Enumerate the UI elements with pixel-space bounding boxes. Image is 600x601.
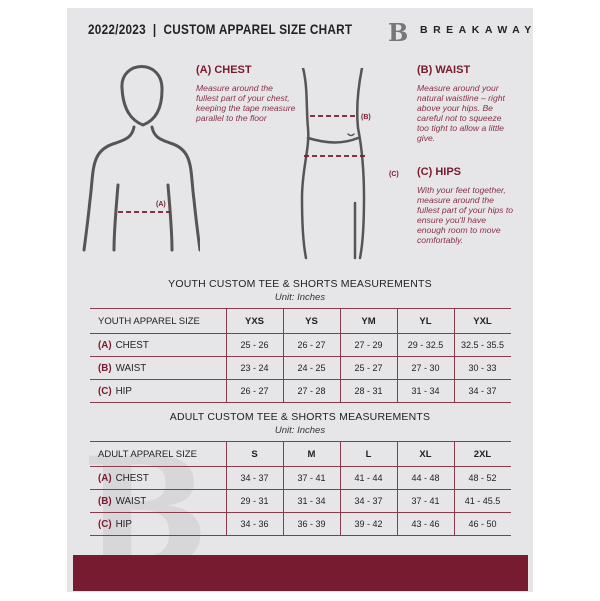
cell: 27 - 28 bbox=[282, 379, 341, 403]
cell: 41 - 45.5 bbox=[453, 489, 511, 513]
header-label: YOUTH APPAREL SIZE bbox=[90, 308, 227, 334]
size-header: L bbox=[339, 441, 398, 467]
row-name: HIP bbox=[115, 518, 132, 530]
table-row: (A) CHEST 34 - 37 37 - 41 41 - 44 44 - 48 48 … bbox=[90, 466, 511, 490]
cell: 26 - 27 bbox=[282, 333, 341, 357]
cell: 27 - 30 bbox=[396, 356, 455, 380]
youth-table-title: YOUTH CUSTOM TEE & SHORTS MEASUREMENTS bbox=[168, 278, 432, 290]
adult-size-table: ADULT APPAREL SIZE S M L XL 2XL (A) CHEST… bbox=[90, 441, 511, 536]
chest-marker: (A) bbox=[156, 201, 166, 208]
size-header: M bbox=[282, 441, 341, 467]
row-name: WAIST bbox=[115, 495, 147, 507]
row-name: WAIST bbox=[115, 362, 147, 374]
upper-body-illustration bbox=[82, 65, 200, 252]
lower-body-illustration bbox=[300, 68, 366, 260]
cell: 34 - 37 bbox=[339, 489, 398, 513]
cell: 25 - 27 bbox=[339, 356, 398, 380]
size-header: S bbox=[225, 441, 284, 467]
cell: 34 - 37 bbox=[453, 379, 511, 403]
page-title: 2022/2023 | CUSTOM APPAREL SIZE CHART bbox=[88, 21, 353, 37]
footer-band bbox=[73, 555, 528, 591]
size-header: YM bbox=[339, 308, 398, 334]
cell: 29 - 31 bbox=[225, 489, 284, 513]
cell: 31 - 34 bbox=[396, 379, 455, 403]
waist-heading: (B) WAIST bbox=[417, 64, 471, 76]
cell: 44 - 48 bbox=[396, 466, 455, 490]
row-label: (B) WAIST bbox=[90, 489, 227, 513]
cell: 34 - 37 bbox=[225, 466, 284, 490]
table-row: (C) HIP 34 - 36 36 - 39 39 - 42 43 - 46 46 - … bbox=[90, 512, 511, 536]
cell: 39 - 42 bbox=[339, 512, 398, 536]
adult-unit: Unit: Inches bbox=[274, 425, 326, 436]
cell: 46 - 50 bbox=[453, 512, 511, 536]
size-header: YS bbox=[282, 308, 341, 334]
cell: 28 - 31 bbox=[339, 379, 398, 403]
table-header-row: YOUTH APPAREL SIZE YXS YS YM YL YXL bbox=[90, 308, 511, 334]
cell: 27 - 29 bbox=[339, 333, 398, 357]
size-header: 2XL bbox=[453, 441, 511, 467]
table-row: (B) WAIST 23 - 24 24 - 25 25 - 27 27 - 30 30 … bbox=[90, 356, 511, 380]
row-code: (C) bbox=[98, 385, 112, 397]
cell: 37 - 41 bbox=[282, 466, 341, 490]
cell: 24 - 25 bbox=[282, 356, 341, 380]
size-header: XL bbox=[396, 441, 455, 467]
cell: 25 - 26 bbox=[225, 333, 284, 357]
size-header: YL bbox=[396, 308, 455, 334]
brand-name: BREAKAWAY bbox=[420, 24, 537, 36]
row-code: (A) bbox=[98, 339, 112, 351]
chest-description: Measure around the fullest part of your … bbox=[196, 83, 296, 123]
size-header: YXL bbox=[453, 308, 511, 334]
cell: 23 - 24 bbox=[225, 356, 284, 380]
row-label: (B) WAIST bbox=[90, 356, 227, 380]
table-header-row: ADULT APPAREL SIZE S M L XL 2XL bbox=[90, 441, 511, 467]
size-header: YXS bbox=[225, 308, 284, 334]
youth-size-table: YOUTH APPAREL SIZE YXS YS YM YL YXL (A) C… bbox=[90, 308, 511, 403]
row-code: (B) bbox=[98, 362, 112, 374]
youth-unit: Unit: Inches bbox=[274, 292, 326, 303]
row-label: (A) CHEST bbox=[90, 466, 227, 490]
table-row: (C) HIP 26 - 27 27 - 28 28 - 31 31 - 34 34 - … bbox=[90, 379, 511, 403]
waist-description: Measure around your natural waistline – … bbox=[417, 83, 505, 143]
row-label: (A) CHEST bbox=[90, 333, 227, 357]
row-name: CHEST bbox=[115, 472, 149, 484]
row-name: HIP bbox=[115, 385, 132, 397]
chest-heading: (A) CHEST bbox=[196, 64, 252, 76]
adult-table-title: ADULT CUSTOM TEE & SHORTS MEASUREMENTS bbox=[169, 411, 431, 423]
cell: 36 - 39 bbox=[282, 512, 341, 536]
hips-description: With your feet together, measure around … bbox=[417, 185, 514, 245]
cell: 37 - 41 bbox=[396, 489, 455, 513]
row-label: (C) HIP bbox=[90, 379, 227, 403]
header-label: ADULT APPAREL SIZE bbox=[90, 441, 227, 467]
cell: 32.5 - 35.5 bbox=[453, 333, 511, 357]
cell: 48 - 52 bbox=[453, 466, 511, 490]
cell: 31 - 34 bbox=[282, 489, 341, 513]
hips-marker: (C) bbox=[389, 171, 399, 178]
table-row: (A) CHEST 25 - 26 26 - 27 27 - 29 29 - 32.5 3… bbox=[90, 333, 511, 357]
table-row: (B) WAIST 29 - 31 31 - 34 34 - 37 37 - 41 41 … bbox=[90, 489, 511, 513]
cell: 26 - 27 bbox=[225, 379, 284, 403]
cell: 29 - 32.5 bbox=[396, 333, 455, 357]
cell: 43 - 46 bbox=[396, 512, 455, 536]
row-label: (C) HIP bbox=[90, 512, 227, 536]
row-code: (C) bbox=[98, 518, 112, 530]
cell: 34 - 36 bbox=[225, 512, 284, 536]
row-code: (B) bbox=[98, 495, 112, 507]
row-code: (A) bbox=[98, 472, 112, 484]
cell: 30 - 33 bbox=[453, 356, 511, 380]
hips-heading: (C) HIPS bbox=[417, 166, 461, 178]
cell: 41 - 44 bbox=[339, 466, 398, 490]
brand-logo: B bbox=[388, 18, 409, 47]
row-name: CHEST bbox=[115, 339, 149, 351]
waist-marker: (B) bbox=[361, 114, 371, 121]
